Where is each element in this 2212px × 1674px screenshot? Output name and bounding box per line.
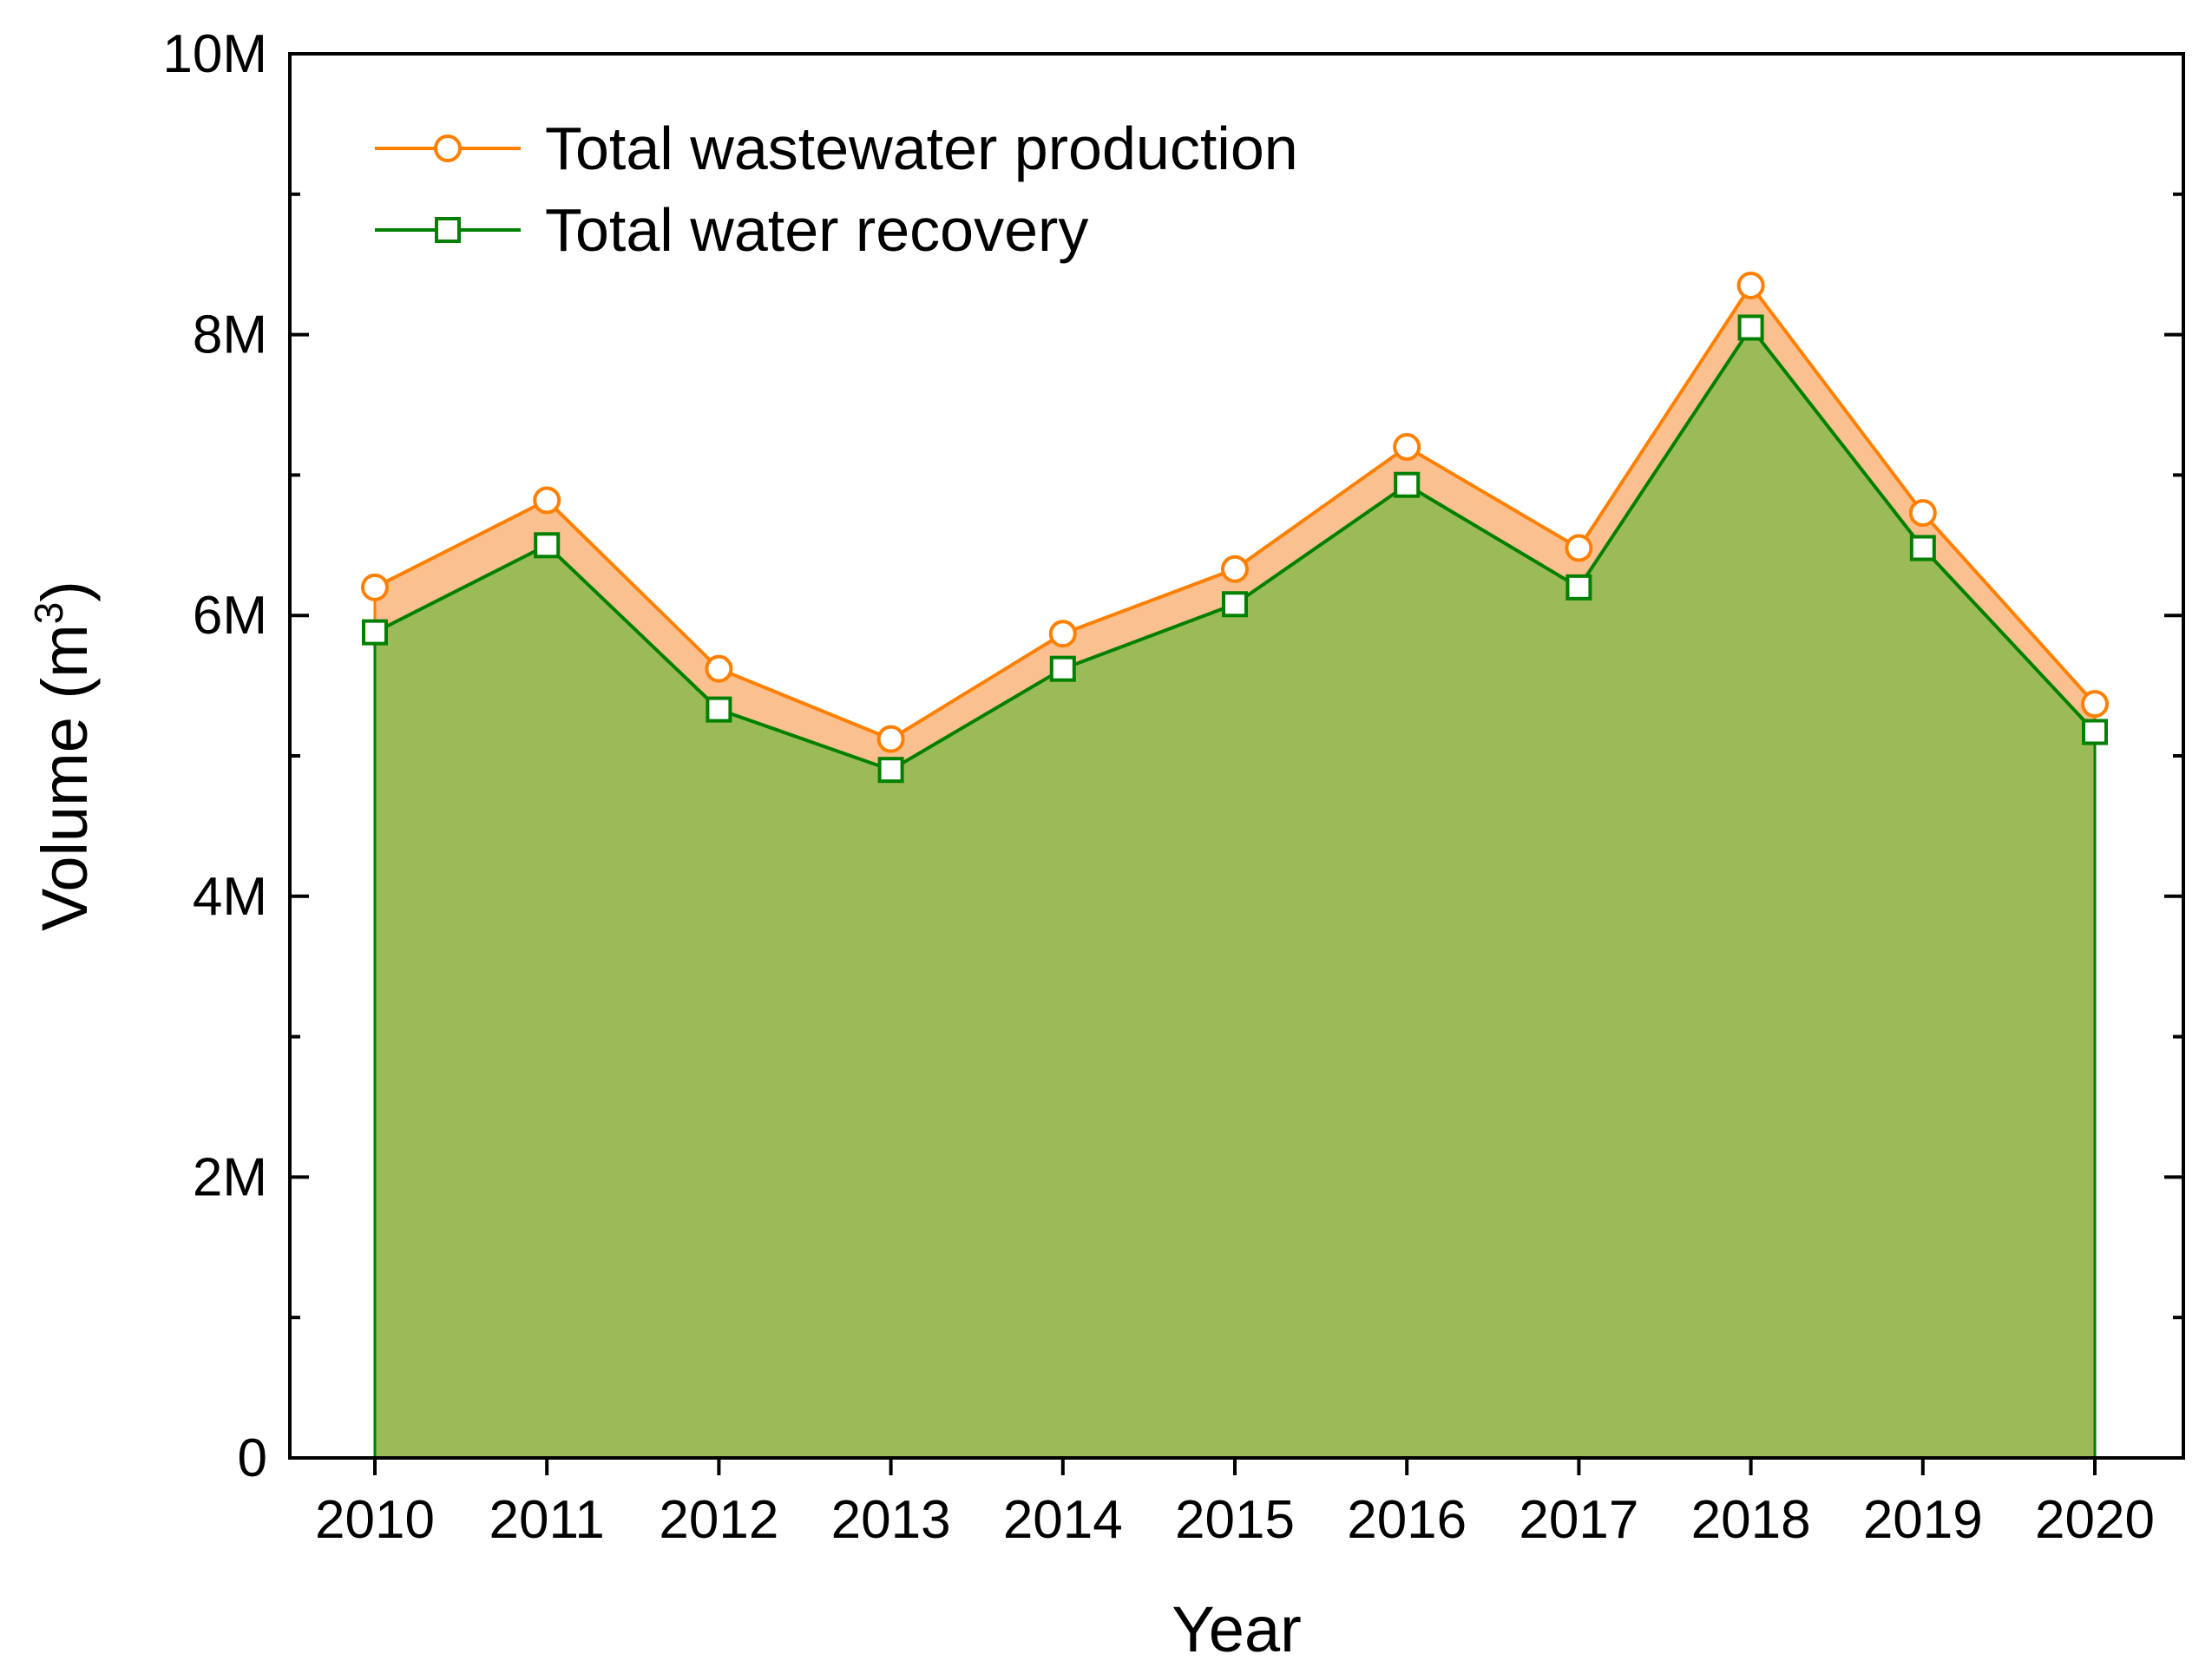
data-point-0-2018 (1736, 271, 1765, 299)
data-point-1-2012 (706, 696, 732, 723)
legend-marker-circle-icon (434, 135, 462, 162)
data-point-1-2019 (1909, 535, 1936, 561)
x-tick-label: 2010 (315, 1490, 435, 1550)
legend: Total wastewater production Total water … (375, 115, 1298, 264)
x-tick-label: 2018 (1691, 1490, 1811, 1550)
data-point-0-2011 (533, 486, 561, 515)
data-point-1-2017 (1565, 574, 1592, 601)
data-point-0-2013 (876, 725, 905, 753)
x-tick-label: 2017 (1519, 1490, 1638, 1550)
x-tick-label: 2011 (489, 1490, 605, 1550)
data-point-0-2016 (1393, 433, 1421, 462)
data-point-0-2014 (1048, 620, 1077, 648)
data-point-1-2010 (362, 619, 388, 646)
data-point-1-2020 (2082, 719, 2108, 745)
data-point-0-2019 (1908, 499, 1937, 528)
y-axis-title-superscript: 3 (26, 602, 71, 625)
legend-label-wastewater: Total wastewater production (545, 115, 1298, 182)
y-tick-label: 2M (193, 1147, 267, 1207)
x-tick-label: 2020 (2035, 1490, 2155, 1550)
y-axis-title-suffix: ) (29, 581, 101, 602)
y-tick-label: 10M (162, 24, 267, 84)
data-point-0-2010 (361, 573, 389, 601)
area-layer (375, 285, 2095, 1459)
y-tick-label: 8M (193, 305, 267, 365)
x-tick-label: 2014 (1003, 1490, 1123, 1550)
legend-marker-square-icon (435, 217, 461, 243)
data-point-1-2018 (1737, 314, 1764, 341)
label-layer: 0 2M 4M 6M 8M 10M 2010 2011 2012 2013 2014 2015 2016… (162, 24, 2155, 1550)
tick-layer (290, 52, 2183, 1475)
series-area-1 (375, 327, 2095, 1458)
y-axis-title: Volume (m3) (26, 581, 101, 931)
marker-layer (361, 271, 2109, 784)
legend-label-recovery: Total water recovery (545, 196, 1088, 264)
x-tick-label: 2016 (1347, 1490, 1467, 1550)
legend-item-recovery: Total water recovery (375, 196, 1088, 264)
data-point-1-2015 (1222, 591, 1248, 618)
data-point-0-2017 (1565, 534, 1593, 562)
y-tick-label: 0 (238, 1428, 267, 1488)
data-point-0-2015 (1221, 555, 1249, 583)
y-tick-label: 4M (193, 867, 267, 927)
data-point-1-2016 (1394, 471, 1421, 498)
data-point-0-2020 (2081, 690, 2109, 719)
x-axis-title: Year (1172, 1593, 1302, 1665)
x-tick-label: 2019 (1863, 1490, 1983, 1550)
y-tick-label: 6M (193, 586, 267, 646)
data-point-0-2012 (705, 654, 733, 683)
data-point-1-2013 (877, 757, 904, 784)
y-axis-title-main: Volume (m (29, 624, 101, 931)
data-point-1-2014 (1049, 655, 1076, 682)
legend-item-wastewater: Total wastewater production (375, 115, 1298, 182)
data-point-1-2011 (534, 532, 561, 559)
x-tick-label: 2013 (831, 1490, 951, 1550)
x-tick-label: 2015 (1175, 1490, 1295, 1550)
x-tick-label: 2012 (659, 1490, 778, 1550)
